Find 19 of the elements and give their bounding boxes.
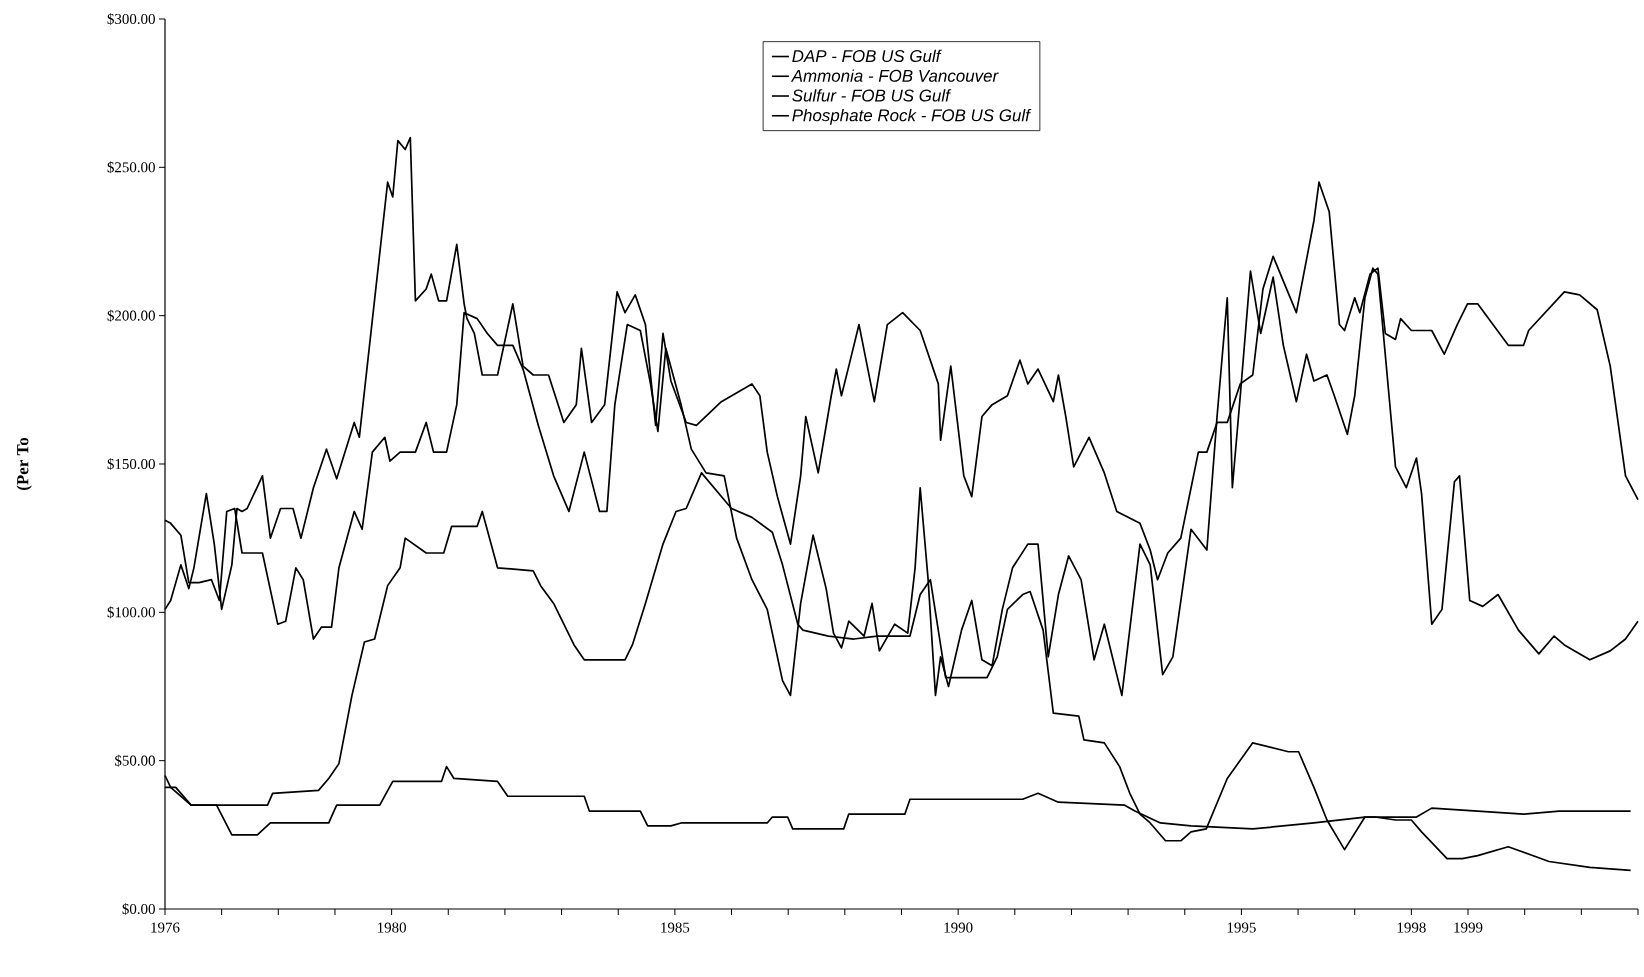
x-tick-label: 1995 [1227, 922, 1256, 933]
y-tick-label: $50.00 [115, 754, 155, 767]
x-tick-label: 1999 [1454, 922, 1483, 933]
y-tick-label: $100.00 [107, 606, 155, 619]
y-tick-label: $200.00 [107, 309, 155, 322]
legend-label: Ammonia - FOB Vancouver [790, 69, 999, 82]
x-tick-label: 1980 [377, 922, 406, 933]
y-tick-label: $0.00 [122, 903, 155, 915]
legend-label: Phosphate Rock - FOB US Gulf [792, 108, 1032, 125]
x-tick-label: 1998 [1397, 922, 1426, 933]
y-axis-title: (Per To [16, 437, 32, 490]
legend-label: DAP - FOB US Gulf [792, 49, 942, 63]
legend-label: Sulfur - FOB US Gulf [792, 89, 952, 102]
y-tick-label: $250.00 [107, 161, 155, 174]
x-tick-label: 1976 [151, 922, 180, 933]
x-tick-label: 1985 [661, 922, 690, 933]
x-tick-label: 1990 [944, 922, 973, 933]
y-tick-label: $300.00 [107, 13, 155, 25]
y-tick-label: $150.00 [107, 458, 155, 470]
